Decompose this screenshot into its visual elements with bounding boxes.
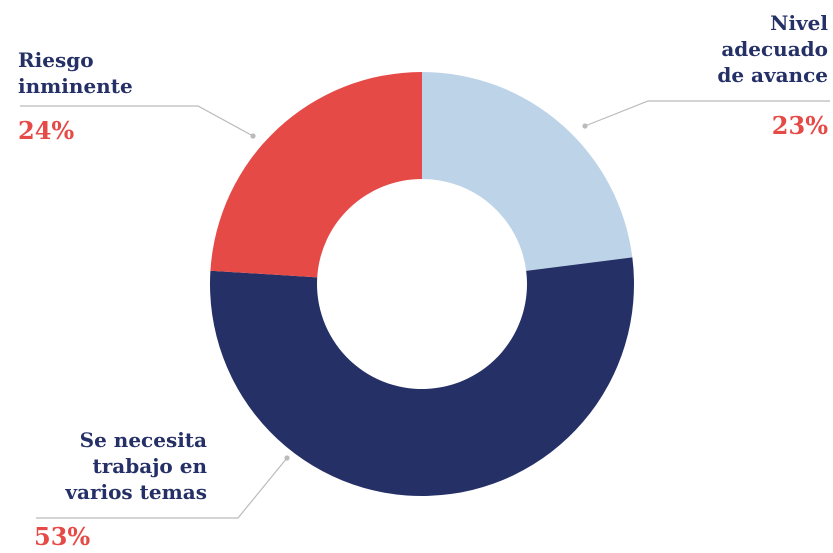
label-line: adecuado	[721, 37, 828, 61]
slice-nivel-adecuado	[422, 72, 633, 271]
label-line: inminente	[18, 74, 133, 98]
value-label-riesgo-inminente: 24%	[18, 116, 75, 145]
leader-line-se-necesita-trabajo	[36, 457, 288, 519]
leader-dot	[250, 133, 256, 139]
label-line: de avance	[717, 63, 828, 87]
slice-label-se-necesita-trabajo: Se necesita trabajo en varios temas	[65, 427, 207, 505]
slice-label-riesgo-inminente: Riesgo inminente	[18, 47, 133, 99]
label-line: trabajo en	[92, 454, 207, 478]
leader-dot	[582, 123, 588, 129]
leader-line-nivel-adecuado	[584, 100, 830, 127]
label-line: Nivel	[770, 11, 828, 35]
leader-lines	[20, 100, 830, 519]
label-line: Riesgo	[18, 48, 94, 72]
donut-slices	[209, 72, 634, 497]
slice-se-necesita-trabajo	[209, 257, 634, 497]
slice-riesgo-inminente	[210, 72, 422, 278]
label-line: Se necesita	[79, 428, 207, 452]
slice-label-nivel-adecuado: Nivel adecuado de avance	[717, 10, 828, 88]
value-label-se-necesita-trabajo: 53%	[34, 522, 91, 551]
value-label-nivel-adecuado: 23%	[771, 111, 828, 140]
leader-dot	[284, 455, 290, 461]
leader-line-riesgo-inminente	[20, 105, 254, 137]
label-line: varios temas	[65, 480, 207, 504]
